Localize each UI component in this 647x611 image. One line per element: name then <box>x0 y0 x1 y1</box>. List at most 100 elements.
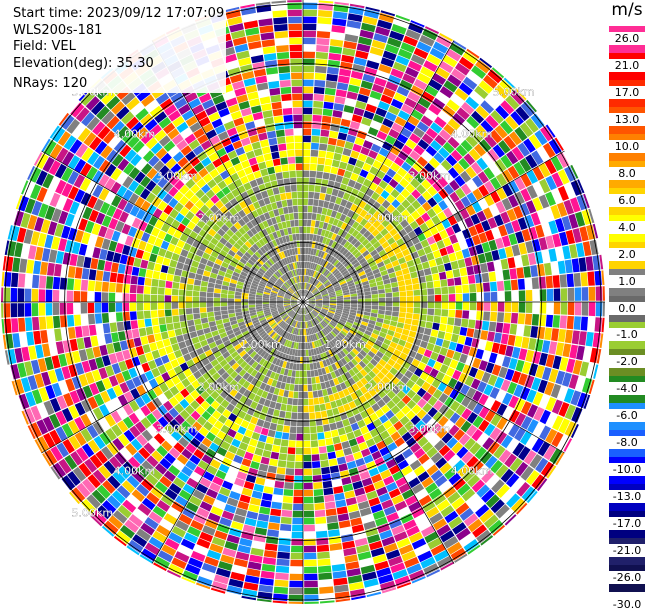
radar-gate <box>204 265 213 272</box>
radar-gate <box>346 319 354 324</box>
radar-gate <box>290 302 298 304</box>
radar-gate <box>55 426 68 442</box>
radar-gate <box>346 568 361 577</box>
radar-gate <box>142 212 152 223</box>
radar-gate <box>215 395 225 405</box>
radar-gate <box>296 283 299 290</box>
radar-gate <box>284 282 290 288</box>
radar-gate <box>197 460 209 471</box>
radar-gate <box>304 566 318 574</box>
radar-gate <box>374 560 389 571</box>
radar-gate <box>289 37 302 45</box>
radar-gate <box>383 278 391 285</box>
radar-gate <box>526 470 540 486</box>
radar-gate <box>37 232 47 247</box>
radar-gate <box>322 480 333 489</box>
radar-gate <box>263 307 270 311</box>
radar-gate <box>20 212 31 228</box>
radar-gate <box>372 375 382 384</box>
radar-gate <box>283 257 289 265</box>
radar-gate <box>193 342 202 350</box>
radar-gate <box>480 100 495 114</box>
radar-gate <box>280 193 287 201</box>
radar-gate <box>370 332 379 340</box>
radar-gate <box>278 320 284 326</box>
radar-gate <box>359 246 367 254</box>
radar-gate <box>287 206 294 214</box>
radar-gate <box>350 70 364 80</box>
radar-gate <box>290 286 296 292</box>
radar-gate <box>385 223 394 232</box>
radar-gate <box>387 346 396 354</box>
radar-gate <box>229 336 238 344</box>
radar-gate <box>317 257 323 265</box>
radar-gate <box>190 389 200 400</box>
radar-gate <box>209 426 220 436</box>
radar-gate <box>237 501 249 511</box>
radar-gate <box>390 189 400 199</box>
radar-gate <box>243 20 259 30</box>
radar-gate <box>441 432 453 444</box>
radar-gate <box>457 335 466 345</box>
radar-gate <box>379 124 391 135</box>
radar-gate <box>298 398 303 406</box>
radar-gate <box>423 328 432 336</box>
radar-gate <box>234 87 247 97</box>
radar-gate <box>303 426 310 434</box>
radar-gate <box>381 199 391 209</box>
radar-gate <box>286 290 293 295</box>
radar-gate <box>167 569 181 578</box>
radar-gate <box>324 87 336 96</box>
radar-gate <box>285 292 292 297</box>
radar-gate <box>420 115 433 127</box>
radar-gate <box>355 316 363 321</box>
radar-gate <box>67 170 79 185</box>
radar-gate <box>135 249 144 259</box>
radar-gate <box>49 125 60 139</box>
radar-gate <box>404 341 413 350</box>
radar-gate <box>366 172 376 182</box>
radar-gate <box>260 168 269 177</box>
radar-gate <box>236 284 243 290</box>
radar-gate <box>58 210 69 225</box>
radar-gate <box>471 110 485 124</box>
radar-gate <box>292 327 296 335</box>
radar-gate <box>538 237 548 251</box>
radar-gate <box>224 201 234 211</box>
radar-gate <box>433 232 442 243</box>
radar-gate <box>281 509 293 518</box>
radar-gate <box>376 440 387 450</box>
radar-gate <box>148 155 160 167</box>
radar-gate <box>318 285 325 291</box>
radar-gate <box>308 296 315 300</box>
radar-gate <box>213 499 226 510</box>
radar-gate <box>396 86 410 97</box>
radar-gate <box>564 421 577 437</box>
radar-gate <box>283 390 289 398</box>
radar-gate <box>251 235 259 243</box>
radar-gate <box>43 189 55 205</box>
radar-gate <box>255 297 263 300</box>
radar-gate <box>159 475 172 488</box>
radar-gate <box>269 300 276 302</box>
radar-gate <box>237 544 251 554</box>
radar-gate <box>273 24 288 32</box>
radar-gate <box>134 408 146 421</box>
radar-gate <box>201 275 210 282</box>
radar-gate <box>389 415 399 425</box>
radar-gate <box>123 391 135 403</box>
radar-gate <box>242 268 250 274</box>
radar-gate <box>453 211 464 223</box>
radar-gate <box>596 348 602 364</box>
radar-gate <box>381 241 390 249</box>
radar-gate <box>234 302 242 306</box>
radar-gate <box>327 342 333 349</box>
radar-gate <box>248 307 256 311</box>
radar-gate <box>102 271 111 282</box>
radar-gate <box>339 183 348 192</box>
radar-gate <box>226 403 235 413</box>
radar-gate <box>293 305 299 311</box>
radar-gate <box>292 262 296 270</box>
radar-gate <box>329 340 335 348</box>
radar-gate <box>315 272 320 279</box>
